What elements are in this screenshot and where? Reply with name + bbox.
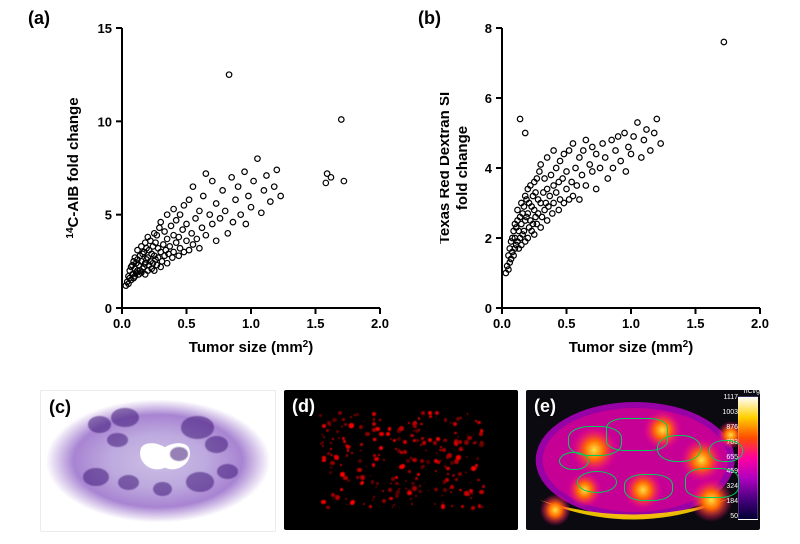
svg-text:Texas Red Dextran SIfold chang: Texas Red Dextran SIfold change [440,92,471,244]
svg-text:14C-AIB fold change: 14C-AIB fold change [65,97,83,238]
svg-text:0.0: 0.0 [113,316,131,331]
panel-label-c: (c) [49,397,71,418]
svg-text:Tumor size (mm2): Tumor size (mm2) [569,339,693,357]
svg-text:5: 5 [105,208,112,223]
svg-text:1.0: 1.0 [242,316,260,331]
svg-text:0.5: 0.5 [557,316,575,331]
scatter-chart-a: 0.0 0.5 1.0 1.5 2.0 0 5 10 15 Tumor size (mm2) 14C… [60,18,390,368]
svg-text:2.0: 2.0 [751,316,769,331]
image-row: (c) (d) (e) nCi/g 1117100387678365545932… [40,390,760,530]
svg-text:0.0: 0.0 [493,316,511,331]
svg-text:Tumor size (mm2): Tumor size (mm2) [189,339,313,357]
figure-root: (a) (b) 0.0 0.5 1.0 1.5 2.0 0 5 10 15 Tumor size … [0,0,800,544]
svg-text:0: 0 [485,301,492,316]
svg-text:15: 15 [98,21,112,36]
svg-text:4: 4 [485,161,493,176]
svg-text:0: 0 [105,301,112,316]
panel-label-e: (e) [534,396,556,417]
svg-text:0.5: 0.5 [177,316,195,331]
svg-text:8: 8 [485,21,492,36]
svg-text:2.0: 2.0 [371,316,389,331]
panel-label-d: (d) [292,396,315,417]
panel-c-histology-image: (c) [40,390,276,532]
scatter-chart-b: 0.0 0.5 1.0 1.5 2.0 0 2 4 6 8 Tumor size (mm2) Texa… [440,18,770,368]
panel-e-autoradiograph-image: (e) nCi/g 1117100387678365545932418450 [526,390,760,530]
svg-text:1.5: 1.5 [306,316,324,331]
svg-text:2: 2 [485,231,492,246]
svg-text:1.5: 1.5 [686,316,704,331]
panel-label-b: (b) [418,8,441,29]
svg-text:10: 10 [98,114,112,129]
heatmap-colorbar [738,396,758,520]
svg-text:1.0: 1.0 [622,316,640,331]
panel-d-fluorescence-image: (d) [284,390,518,530]
svg-text:6: 6 [485,91,492,106]
panel-label-a: (a) [28,8,50,29]
heatmap-colorbar-title: nCi/g [744,390,760,395]
